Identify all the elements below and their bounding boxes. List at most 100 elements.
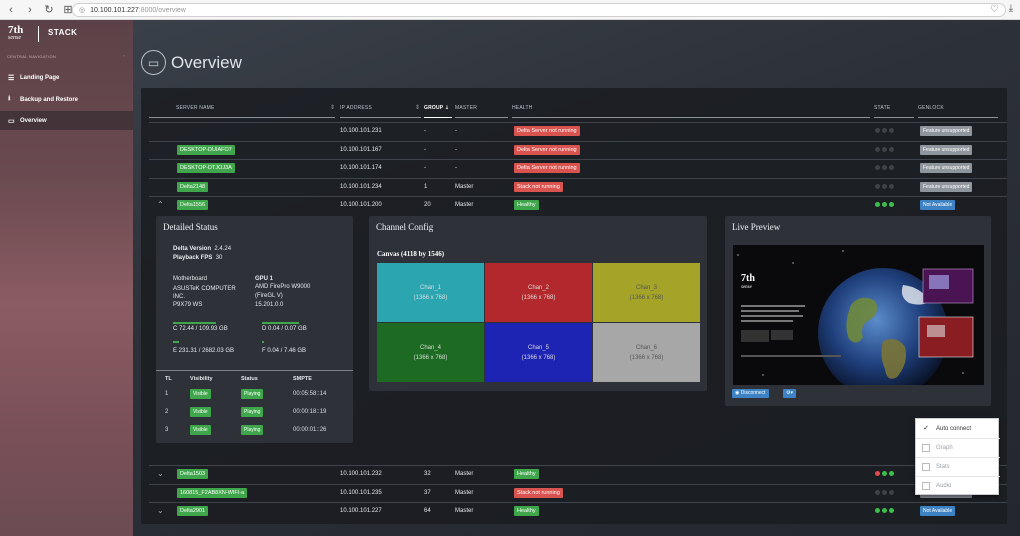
tl-header-smpte: SMPTE bbox=[293, 376, 312, 382]
smpte-time: 00:00:18::19 bbox=[293, 409, 327, 415]
server-name-badge[interactable]: DESKTOP-DTJOJ3A bbox=[177, 163, 235, 173]
ip-address: 10.100.101.200 bbox=[340, 202, 382, 208]
state-indicators bbox=[875, 471, 894, 476]
sidebar-item-overview[interactable]: ▭ Overview bbox=[0, 111, 133, 130]
col-header-group[interactable]: GROUP ⇣ bbox=[424, 105, 450, 111]
table-row[interactable]: DESKTOP-DUIAFO7 10.100.101.167 - - Delta Ser… bbox=[149, 141, 1007, 159]
address-bar[interactable]: ◎ 10.100.101.227:8000/overview ♡ bbox=[72, 3, 1006, 17]
tl-number: 2 bbox=[165, 409, 169, 415]
chevron-down-icon[interactable]: ⌄ bbox=[157, 506, 164, 515]
chevron-down-icon[interactable]: ⌄ bbox=[157, 469, 164, 478]
chevron-up-icon[interactable]: ⌃ bbox=[157, 200, 164, 209]
app-name: STACK bbox=[48, 28, 78, 37]
collapse-chevron-icon[interactable]: ‹ bbox=[123, 53, 125, 58]
server-table: SERVER NAME ⇕ IP ADDRESS ⇕ GROUP ⇣ MASTE… bbox=[141, 88, 1007, 524]
tl-header-visibility: Visibility bbox=[190, 376, 213, 382]
channel-block[interactable]: Chan_6 (1366 x 768) bbox=[593, 323, 700, 382]
channel-resolution: (1366 x 768) bbox=[521, 294, 556, 301]
option-label: Stats bbox=[936, 464, 950, 470]
forward-icon[interactable]: › bbox=[28, 3, 32, 16]
disconnect-button[interactable]: ◉ Disconnect bbox=[732, 389, 769, 398]
master-value: - bbox=[455, 128, 457, 134]
table-row[interactable]: ⌃ Delta1556 10.100.101.200 20 Master Healthy N… bbox=[149, 196, 1007, 214]
channel-name: Chan_2 bbox=[527, 284, 550, 291]
channel-name: Chan_4 bbox=[419, 344, 442, 351]
sort-icon[interactable]: ⇕ bbox=[330, 105, 336, 111]
url-host: 10.100.101.227 bbox=[90, 6, 139, 14]
dropdown-option[interactable]: Stats bbox=[916, 457, 1000, 476]
panel-title: Live Preview bbox=[732, 222, 781, 232]
master-value: - bbox=[455, 147, 457, 153]
preview-globe-graphic bbox=[737, 250, 974, 385]
channel-block[interactable]: Chan_2 (1366 x 768) bbox=[485, 263, 592, 322]
state-dot bbox=[882, 128, 887, 133]
sidebar-item-label: Backup and Restore bbox=[20, 96, 79, 103]
server-name-badge[interactable]: DESKTOP-DUIAFO7 bbox=[177, 145, 235, 155]
health-badge: Delta Server not running bbox=[514, 163, 580, 173]
state-dot bbox=[875, 508, 880, 513]
server-name-badge[interactable]: 160815_F2AB8XN-WIFI-a bbox=[177, 488, 248, 498]
status-badge: Playing bbox=[241, 407, 264, 417]
col-header-ip-address[interactable]: IP ADDRESS bbox=[340, 105, 372, 111]
table-row[interactable]: Delta2148 10.100.101.234 1 Master Stack not … bbox=[149, 178, 1007, 196]
channel-block[interactable]: Chan_4 (1366 x 768) bbox=[377, 323, 484, 382]
channel-block[interactable]: Chan_1 (1366 x 768) bbox=[377, 263, 484, 322]
col-header-genlock[interactable]: GENLOCK bbox=[918, 105, 944, 111]
health-badge: Delta Server not running bbox=[514, 145, 580, 155]
preview-logo: 7th sense bbox=[741, 273, 755, 291]
checkbox[interactable] bbox=[922, 463, 930, 471]
channel-block[interactable]: Chan_3 (1366 x 768) bbox=[593, 263, 700, 322]
checkbox[interactable]: ✓ bbox=[923, 424, 929, 432]
dropdown-option[interactable]: ✓ Auto connect bbox=[916, 419, 1000, 438]
dropdown-option[interactable]: Graph bbox=[916, 438, 1000, 457]
bookmark-heart-icon[interactable]: ♡ bbox=[990, 4, 999, 15]
state-dot bbox=[875, 128, 880, 133]
apps-icon[interactable]: ⊞ bbox=[63, 4, 73, 16]
page-title: Overview bbox=[171, 52, 242, 72]
download-icon[interactable]: ⤓ bbox=[1008, 3, 1014, 14]
master-value: Master bbox=[455, 490, 474, 496]
channel-block[interactable]: Chan_5 (1366 x 768) bbox=[485, 323, 592, 382]
sort-icon[interactable]: ⇕ bbox=[415, 105, 421, 111]
download-icon: ⭳ bbox=[8, 95, 11, 102]
dropdown-option[interactable]: Audio bbox=[916, 476, 1000, 495]
preview-settings-button[interactable]: ⚙▾ bbox=[783, 389, 796, 398]
health-badge: Stack not running bbox=[514, 488, 563, 498]
sidebar-item-landing-page[interactable]: ☰ Landing Page bbox=[0, 68, 133, 87]
sidebar-item-backup-restore[interactable]: ⭳ Backup and Restore bbox=[0, 90, 133, 109]
table-row[interactable]: 10.100.101.231 - - Delta Server not running… bbox=[149, 122, 1007, 140]
state-dot bbox=[889, 147, 894, 152]
checkbox[interactable] bbox=[922, 444, 930, 452]
disk-c: C 72.44 / 109.93 GB bbox=[173, 326, 228, 332]
header-underline bbox=[149, 117, 335, 118]
server-name-badge[interactable]: Delta2901 bbox=[177, 506, 209, 516]
state-indicators bbox=[875, 490, 894, 495]
state-dot bbox=[875, 202, 880, 207]
reload-icon[interactable]: ↻ bbox=[44, 4, 54, 16]
back-icon[interactable]: ‹ bbox=[9, 3, 13, 16]
server-name-badge[interactable]: Delta1556 bbox=[177, 200, 209, 210]
col-header-health[interactable]: HEALTH bbox=[512, 105, 533, 111]
group-value: - bbox=[424, 147, 426, 153]
checkbox[interactable] bbox=[922, 482, 930, 490]
server-name-badge[interactable]: Delta1503 bbox=[177, 469, 209, 479]
nav-header: CENTRAL NAVIGATION ‹ bbox=[7, 53, 125, 59]
col-header-server-name[interactable]: SERVER NAME bbox=[176, 105, 215, 111]
table-row[interactable]: DESKTOP-DTJOJ3A 10.100.101.174 - - Delta Ser… bbox=[149, 159, 1007, 177]
group-value: 32 bbox=[424, 471, 431, 477]
channel-resolution: (1366 x 768) bbox=[521, 354, 556, 361]
timeline-row: 2 Visible Playing 00:00:18::19 bbox=[156, 404, 343, 422]
state-dot bbox=[889, 490, 894, 495]
group-value: - bbox=[424, 128, 426, 134]
server-name-badge[interactable]: Delta2148 bbox=[177, 182, 209, 192]
table-row[interactable]: ⌄Delta150310.100.101.23232MasterHealthyF… bbox=[149, 465, 1007, 483]
table-row[interactable]: ⌄ Delta2901 10.100.101.227 64 Master Healthy N… bbox=[149, 502, 1007, 520]
globe-icon: ◎ bbox=[79, 7, 86, 14]
state-indicators bbox=[875, 147, 894, 152]
sidebar-item-label: Landing Page bbox=[20, 74, 60, 81]
table-row[interactable]: 160815_F2AB8XN-WIFI-a 10.100.101.235 37 Mas… bbox=[149, 484, 1007, 502]
state-dot bbox=[882, 202, 887, 207]
col-header-state[interactable]: STATE bbox=[874, 105, 891, 111]
option-label: Auto connect bbox=[936, 425, 972, 432]
col-header-master[interactable]: MASTER bbox=[455, 105, 478, 111]
